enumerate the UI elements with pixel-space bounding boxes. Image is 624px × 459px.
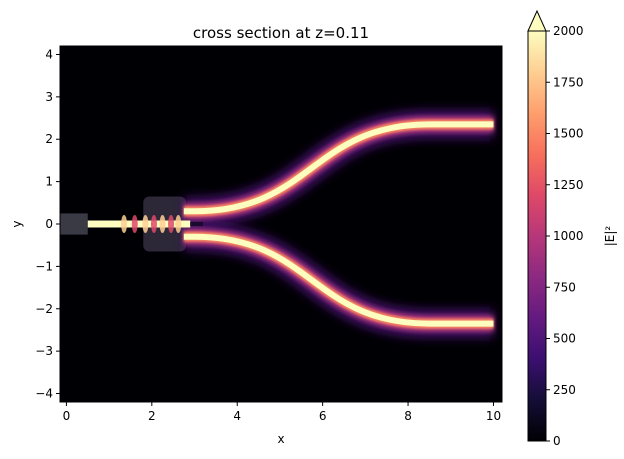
colorbar-label: |E|² xyxy=(603,226,617,247)
y-tick-label: −1 xyxy=(35,259,53,273)
mmi-interference-fringe xyxy=(142,215,149,233)
output-arm-upper-field-core xyxy=(183,121,494,215)
output-arm-lower-field-core xyxy=(183,233,494,327)
y-tick-label: −2 xyxy=(35,302,53,316)
colorbar-tick-label: 1000 xyxy=(553,229,584,243)
plot-area xyxy=(60,46,502,402)
input-waveguide-outline xyxy=(60,213,88,235)
y-tick-label: 1 xyxy=(45,175,53,189)
y-axis-label: y xyxy=(10,220,24,227)
mmi-interference-fringe xyxy=(131,215,138,233)
y-tick-label: −3 xyxy=(35,344,53,358)
mmi-interference-fringe xyxy=(121,215,128,233)
y-tick-label: 3 xyxy=(45,90,53,104)
mmi-interference-fringe xyxy=(150,215,157,233)
x-axis-label: x xyxy=(277,432,284,446)
mmi-interference-fringe xyxy=(159,215,166,233)
colorbar: 0 250 500 750 1000 1250 1500 1750 2000 |E|² xyxy=(527,9,617,448)
x-axis-ticks: 0 2 4 6 8 10 xyxy=(63,402,501,423)
y-tick-label: 4 xyxy=(45,47,53,61)
y-tick-label: −4 xyxy=(35,387,53,401)
colorbar-tick-label: 250 xyxy=(553,383,576,397)
mmi-interference-fringe xyxy=(175,215,182,233)
x-tick-label: 10 xyxy=(486,409,501,423)
colorbar-extend-arrow xyxy=(527,9,547,32)
y-axis-ticks: −4 −3 −2 −1 0 1 2 3 4 xyxy=(35,47,60,401)
colorbar-ticks: 0 250 500 750 1000 1250 1500 1750 2000 xyxy=(546,24,584,448)
colorbar-tick-label: 1250 xyxy=(553,178,584,192)
x-tick-label: 4 xyxy=(233,409,241,423)
chart-title: cross section at z=0.11 xyxy=(193,24,369,42)
colorbar-tick-label: 0 xyxy=(553,434,561,448)
colorbar-tick-label: 750 xyxy=(553,280,576,294)
x-tick-label: 2 xyxy=(148,409,156,423)
colorbar-tick-label: 2000 xyxy=(553,24,584,38)
x-tick-label: 6 xyxy=(319,409,327,423)
colorbar-gradient xyxy=(528,31,546,441)
x-tick-label: 0 xyxy=(63,409,71,423)
colorbar-tick-label: 500 xyxy=(553,332,576,346)
y-tick-label: 2 xyxy=(45,132,53,146)
colorbar-tick-label: 1750 xyxy=(553,75,584,89)
colorbar-tick-label: 1500 xyxy=(553,127,584,141)
x-tick-label: 8 xyxy=(404,409,412,423)
field-intensity-map xyxy=(60,110,494,338)
mmi-interference-fringe xyxy=(168,215,175,233)
y-tick-label: 0 xyxy=(45,217,53,231)
